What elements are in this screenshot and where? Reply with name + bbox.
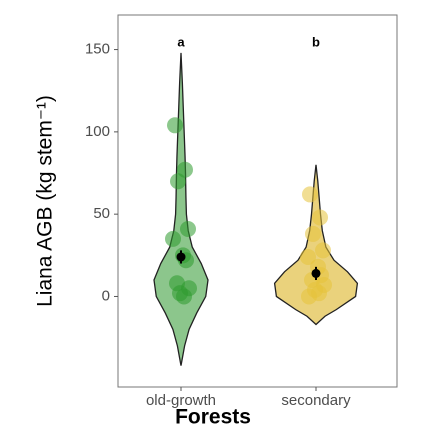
violin <box>153 52 209 366</box>
data-point <box>180 220 196 237</box>
x-tick-label: old-growth <box>146 392 216 409</box>
y-tick-label: 0 <box>102 287 110 304</box>
x-tick-label: secondary <box>281 392 351 409</box>
data-point <box>176 288 192 305</box>
panel <box>117 14 398 388</box>
mean-point <box>176 252 186 262</box>
y-tick-label: 100 <box>85 123 110 140</box>
y-tick-label: 150 <box>85 41 110 58</box>
data-point <box>302 186 318 203</box>
y-axis-title: Liana AGB (kg stem⁻¹) <box>34 95 57 307</box>
data-point <box>305 225 321 242</box>
data-point <box>165 230 181 247</box>
data-point <box>177 161 193 178</box>
y-tick-label: 50 <box>93 205 110 222</box>
data-point <box>167 117 183 134</box>
data-point <box>170 173 186 190</box>
data-point <box>315 242 331 259</box>
significance-letter: b <box>312 34 320 49</box>
mean-point <box>311 268 321 278</box>
data-point <box>301 288 317 305</box>
data-point <box>300 248 316 265</box>
x-axis-title: Forests <box>175 406 251 429</box>
significance-letter: a <box>177 34 185 49</box>
data-point <box>312 209 328 226</box>
